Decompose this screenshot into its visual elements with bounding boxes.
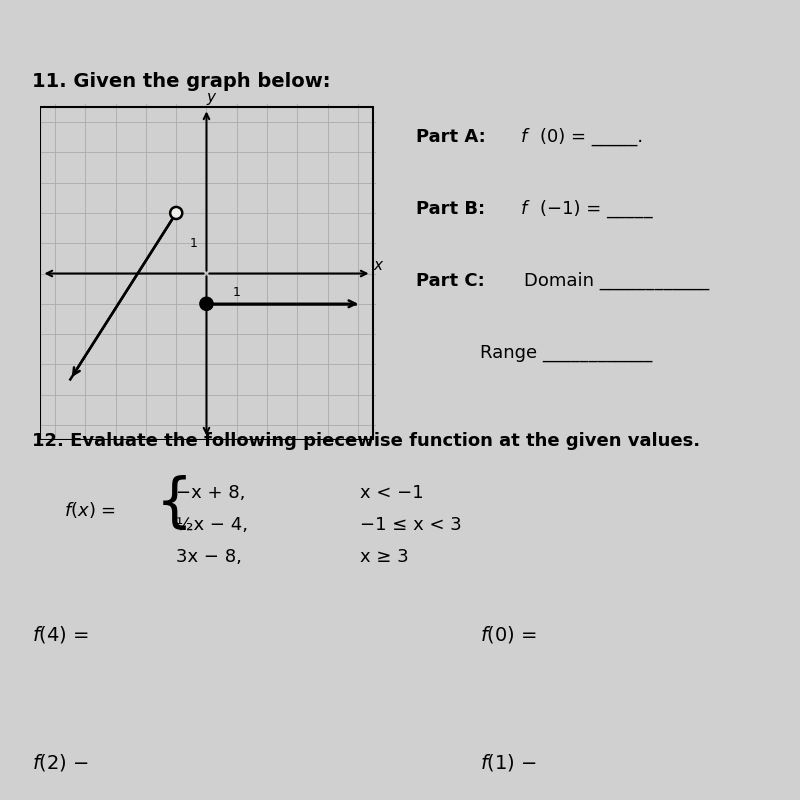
Text: $f$: $f$ [520, 128, 530, 146]
Text: $f$(0) =: $f$(0) = [480, 624, 537, 645]
Text: 1: 1 [233, 286, 241, 298]
Text: $x$: $x$ [373, 258, 385, 273]
Text: ½x − 4,: ½x − 4, [176, 516, 248, 534]
Text: {: { [156, 475, 193, 533]
Text: $f(x)$ =: $f(x)$ = [64, 500, 118, 520]
Text: Part C:: Part C: [416, 272, 491, 290]
Text: (0) = _____.: (0) = _____. [540, 128, 643, 146]
Text: $f$: $f$ [520, 200, 530, 218]
Text: (−1) = _____: (−1) = _____ [540, 200, 653, 218]
Text: 11. Given the graph below:: 11. Given the graph below: [32, 72, 330, 91]
Circle shape [170, 207, 182, 219]
Text: $y$: $y$ [206, 91, 218, 107]
Text: Part B:: Part B: [416, 200, 491, 218]
Text: x < −1: x < −1 [360, 484, 424, 502]
Text: −1 ≤ x < 3: −1 ≤ x < 3 [360, 516, 462, 534]
Text: $f$(4) =: $f$(4) = [32, 624, 89, 645]
Text: $f$(1) −: $f$(1) − [480, 752, 537, 773]
Text: $f$(2) −: $f$(2) − [32, 752, 89, 773]
Text: Range ____________: Range ____________ [480, 344, 652, 362]
Text: 3x − 8,: 3x − 8, [176, 548, 242, 566]
Text: 1: 1 [190, 237, 198, 250]
Circle shape [201, 298, 213, 310]
Text: Part A:: Part A: [416, 128, 492, 146]
Text: x ≥ 3: x ≥ 3 [360, 548, 409, 566]
Text: −x + 8,: −x + 8, [176, 484, 246, 502]
Text: 12. Evaluate the following piecewise function at the given values.: 12. Evaluate the following piecewise fun… [32, 432, 700, 450]
Text: Domain ____________: Domain ____________ [524, 272, 710, 290]
